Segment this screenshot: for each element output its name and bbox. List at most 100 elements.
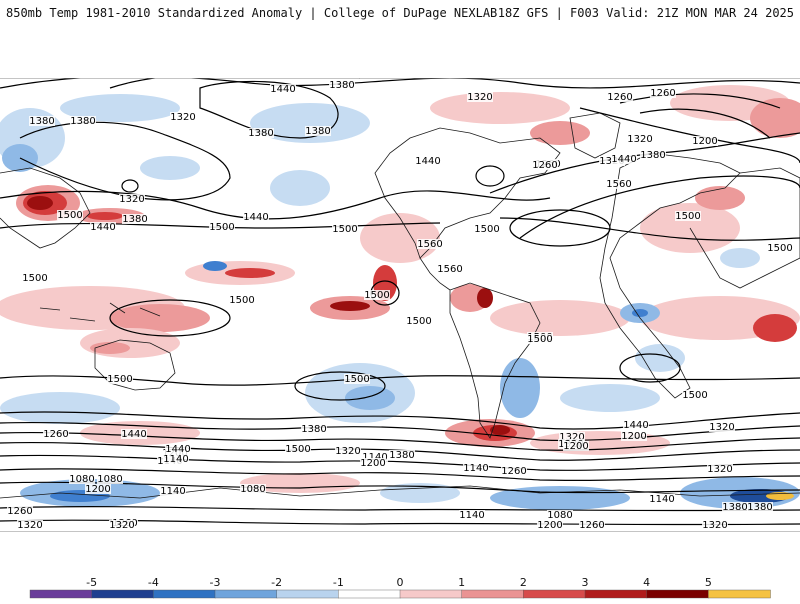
contour-label: 1200 [621, 431, 646, 442]
contour-label-bg [459, 510, 485, 520]
colorbar-swatch [708, 589, 771, 599]
anomaly-blob [490, 486, 630, 510]
colorbar-swatch [91, 589, 155, 599]
contour-label-bg [559, 432, 585, 442]
contour-label-bg [415, 156, 441, 166]
contour-label: 1380 [747, 502, 772, 513]
contour-label: 1260 [579, 520, 604, 531]
anomaly-blob [490, 425, 510, 435]
contour-label-bg [329, 80, 355, 90]
contour-label: 1320 [109, 520, 134, 531]
anomaly-map[interactable]: 1380 1440 1320 1260 1380 1380 1320 1260 1320 1500… [0, 78, 800, 532]
anomaly-blob [225, 268, 275, 278]
anomaly-blob [560, 384, 660, 412]
contour-label: 1500 [767, 243, 792, 254]
map-panel[interactable]: 1380 1440 1320 1260 1380 1380 1320 1260 1320 1500… [0, 78, 800, 532]
contour-label-bg [527, 334, 553, 344]
header: 850mb Temp 1981-2010 Standardized Anomal… [0, 0, 800, 30]
contour-label-bg [532, 160, 558, 170]
contour-label: 1320 [627, 134, 652, 145]
contour-label-bg [160, 486, 186, 496]
contour-label-bg [627, 134, 653, 144]
contour-label: 1140 [163, 454, 188, 465]
colorbar-swatch [399, 589, 463, 599]
contour-label-bg [362, 452, 388, 462]
contour-label-bg [747, 502, 773, 512]
contour-label: 1260 [650, 88, 675, 99]
contour-label: 1260 [607, 92, 632, 103]
contour-label: 1380 [305, 126, 330, 137]
contour-label-bg [57, 210, 83, 220]
colorbar-tick-label: 4 [643, 576, 650, 589]
contour-closed [475, 165, 505, 187]
contour-label-bg [649, 494, 675, 504]
colorbar-tick-label: -5 [86, 576, 97, 589]
contour-label: 1320 [17, 520, 42, 531]
contour-line [0, 190, 551, 220]
anomaly-blob [753, 314, 797, 342]
contour-label: 1440 [90, 222, 115, 233]
contour-label: 1200 [85, 484, 110, 495]
contour-label-bg [406, 316, 432, 326]
contour-label: 1500 [406, 316, 431, 327]
coastline-asia-west [0, 167, 91, 249]
contour-label: 1200 [563, 441, 588, 452]
anomaly-blob [750, 98, 800, 138]
contour-closed [619, 353, 681, 383]
colorbar-tick-label: -2 [271, 576, 282, 589]
contour-line [0, 506, 800, 512]
contour-label-bg [229, 295, 255, 305]
contour-label: 1380 [301, 424, 326, 435]
contour-label-bg [17, 520, 43, 530]
contour-label: 1320 [559, 432, 584, 443]
contour-label-bg [70, 116, 96, 126]
contour-label-bg [97, 474, 123, 484]
colorbar-swatch [646, 589, 710, 599]
contour-label-bg [285, 444, 311, 454]
contour-label-bg [301, 424, 327, 434]
contour-label-bg [163, 454, 189, 464]
contour-label: 1500 [344, 374, 369, 385]
anomaly-blob [270, 170, 330, 206]
contour-label-bg [611, 154, 637, 164]
contour-closed [121, 179, 139, 193]
contour-line [0, 411, 800, 430]
coastline-north-america [374, 127, 561, 259]
contour-label: 1500 [474, 224, 499, 235]
anomaly-blob [87, 212, 123, 220]
contour-label: 1200 [537, 520, 562, 531]
colorbar-tick-label: 2 [520, 576, 527, 589]
contour-label-bg [122, 214, 148, 224]
contour-line [199, 80, 339, 139]
contour-line [639, 108, 771, 139]
colorbar-tick-label: -3 [210, 576, 221, 589]
contour-label-bg [29, 116, 55, 126]
contour-label: 1500 [57, 210, 82, 221]
colorbar-graphic: -5 -4 -3 -2 -1 0 1 2 3 4 5 [29, 576, 771, 599]
contour-label-bg [621, 431, 647, 441]
anomaly-blob [477, 288, 493, 308]
anomaly-blob [500, 358, 540, 418]
anomaly-blob [530, 431, 670, 455]
contour-label: 1140 [463, 463, 488, 474]
contour-label-bg [240, 484, 266, 494]
anomaly-blob [380, 483, 460, 503]
colorbar-swatch [461, 589, 525, 599]
colorbar-swatch [276, 589, 340, 599]
contour-label-bg [467, 92, 493, 102]
colorbar-swatch [214, 589, 278, 599]
contour-label: 1380 [248, 128, 273, 139]
contour-line [0, 481, 800, 494]
contour-line [19, 121, 231, 201]
contour-label-bg [501, 466, 527, 476]
contour-label-bg [305, 126, 331, 136]
colorbar-swatch [338, 589, 401, 599]
map-title: 850mb Temp 1981-2010 Standardized Anomal… [6, 6, 498, 20]
colorbar-swatch [523, 589, 586, 599]
contour-label-bg [623, 420, 649, 430]
anomaly-blob [430, 92, 570, 124]
contour-label: 1380 [29, 116, 54, 127]
contour-closed [509, 209, 611, 247]
contour-label: 1440 [121, 429, 146, 440]
anomaly-blob [250, 103, 370, 143]
